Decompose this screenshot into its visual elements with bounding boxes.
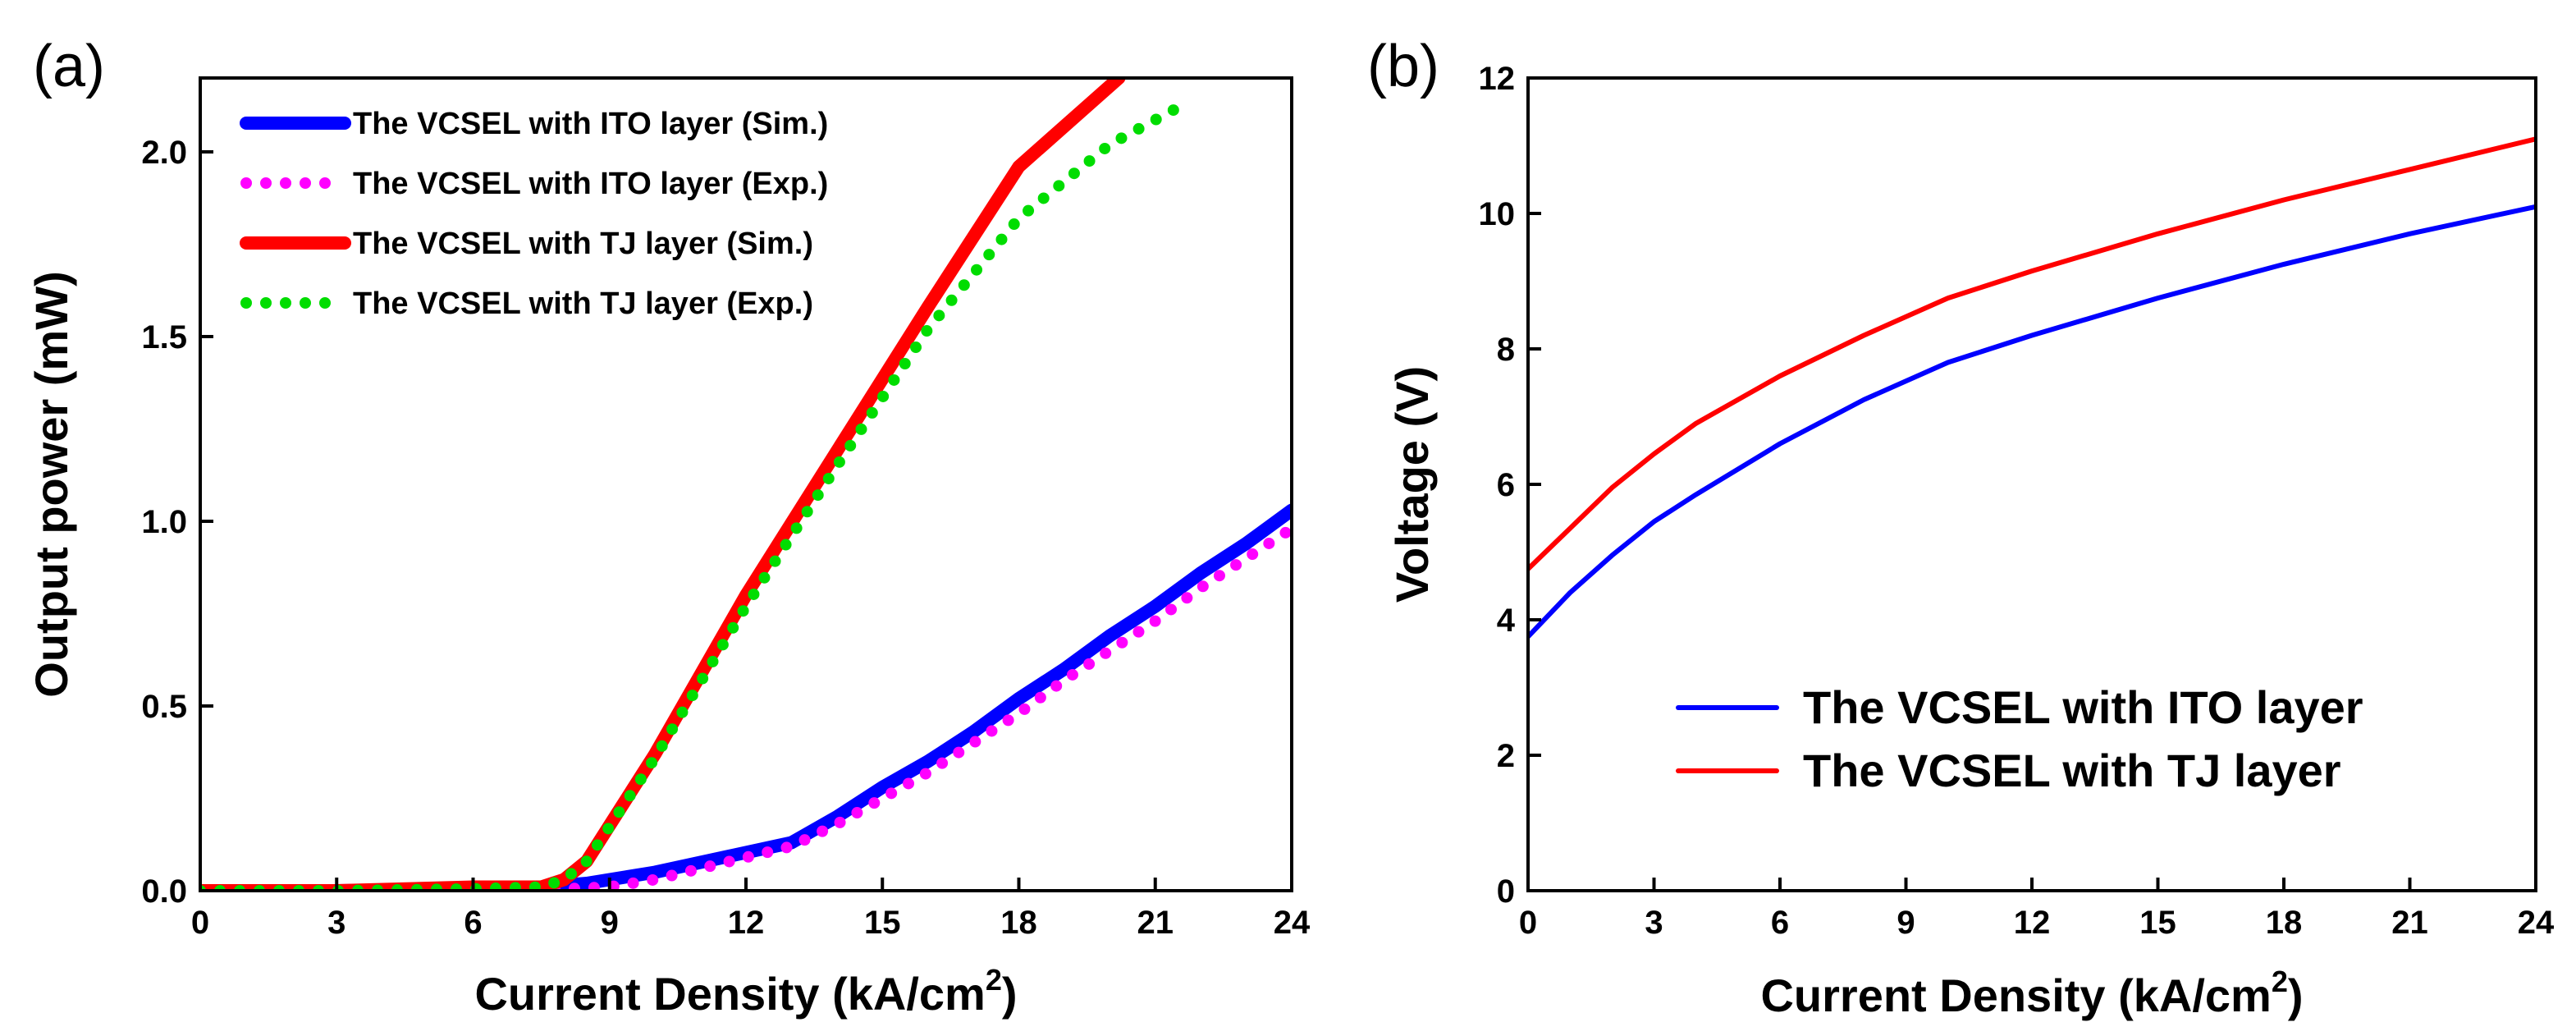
panel-b-xtick-label: 21 [2391,905,2428,941]
panel-b-ytick-label: 2 [1497,738,1515,774]
panel-b-legend-label: The VCSEL with ITO layer [1803,681,2363,733]
panel-b-xtick-label: 9 [1897,905,1915,941]
panel-a-ylabel: Output power (mW) [25,271,77,697]
panel-a-xtick-label: 12 [728,905,765,941]
panel-b-xtick-label: 0 [1519,905,1537,941]
panel-b-ytick-label: 0 [1497,873,1515,910]
panel-b-ytick-label: 8 [1497,332,1515,368]
panel-a-ytick-label: 0.5 [141,689,187,725]
panel-a-xlabel-end: ) [1002,968,1018,1020]
panel-b-xtick-label: 12 [2014,905,2051,941]
panel-a-ytick-label: 0.0 [141,873,187,910]
panel-b-xtick-label: 18 [2266,905,2303,941]
panel-a-xlabel: Current Density (kA/cm2) [474,963,1017,1020]
panel-a-series-3 [200,102,1184,891]
panel-b-legend-label: The VCSEL with TJ layer [1803,745,2341,796]
panel-a-legend: The VCSEL with ITO layer (Sim.) The VCSEL… [240,107,828,321]
panel-a-legend-label: The VCSEL with TJ layer (Exp.) [353,287,813,321]
panel-a-legend-label: The VCSEL with ITO layer (Exp.) [353,167,828,201]
panel-a-xtick-label: 3 [327,905,345,941]
panel-a-ytick-label: 1.0 [141,504,187,540]
panel-a-label: (a) [33,34,105,99]
panel-b-ytick-label: 10 [1479,196,1516,232]
panel-a-xtick-label: 15 [864,905,901,941]
panel-b-legend: The VCSEL with ITO layer The VCSEL with T… [1676,681,2363,796]
panel-b-xtick-label: 6 [1771,905,1789,941]
panel-a-xtick-label: 21 [1137,905,1174,941]
panel-a-ytick-label: 1.5 [141,319,187,355]
panel-b-series-layer [1528,136,2536,639]
panel-a-legend-label: The VCSEL with ITO layer (Sim.) [353,107,828,141]
panel-a-legend-label: The VCSEL with TJ layer (Sim.) [353,227,813,261]
panel-a-ticks: 0 3 6 9 12 15 18 21 24 0.0 0.5 1.0 1.5 2.0 [141,135,1311,941]
panel-b-xtick-label: 24 [2518,905,2555,941]
panel-b-ytick-label: 4 [1497,603,1516,639]
panel-a-xtick-label: 9 [601,905,619,941]
panel-b-series-1 [1528,136,2536,572]
panel-b-label: (b) [1367,34,1439,99]
panel-a-xlabel-sup: 2 [986,963,1002,997]
panel-a-series-0 [200,503,1292,891]
panel-a-xlabel-main: Current Density (kA/cm [474,968,985,1020]
panel-a-ytick-label: 2.0 [141,135,187,171]
panel-a: (a) 0 3 6 9 12 15 18 21 24 0.0 0.5 1.0 1.5 2.0 Output… [25,34,1311,1020]
panel-b-xlabel-sup: 2 [2272,965,2288,998]
panel-b-xtick-label: 15 [2139,905,2176,941]
panel-b-ytick-label: 12 [1479,61,1516,97]
panel-a-xtick-label: 0 [191,905,209,941]
panel-b-xlabel-end: ) [2288,970,2304,1021]
panel-b-ylabel: Voltage (V) [1386,366,1438,603]
panel-b-series-0 [1528,204,2536,639]
panel-b-xtick-label: 3 [1645,905,1663,941]
panel-b-xlabel-main: Current Density (kA/cm [1760,970,2271,1021]
panel-a-series-1 [200,523,1292,891]
panel-b-ytick-label: 6 [1497,467,1515,503]
panel-a-xtick-label: 18 [1000,905,1037,941]
panel-b-xlabel: Current Density (kA/cm2) [1760,965,2303,1021]
panel-a-xtick-label: 24 [1274,905,1311,941]
panel-a-xtick-label: 6 [464,905,482,941]
